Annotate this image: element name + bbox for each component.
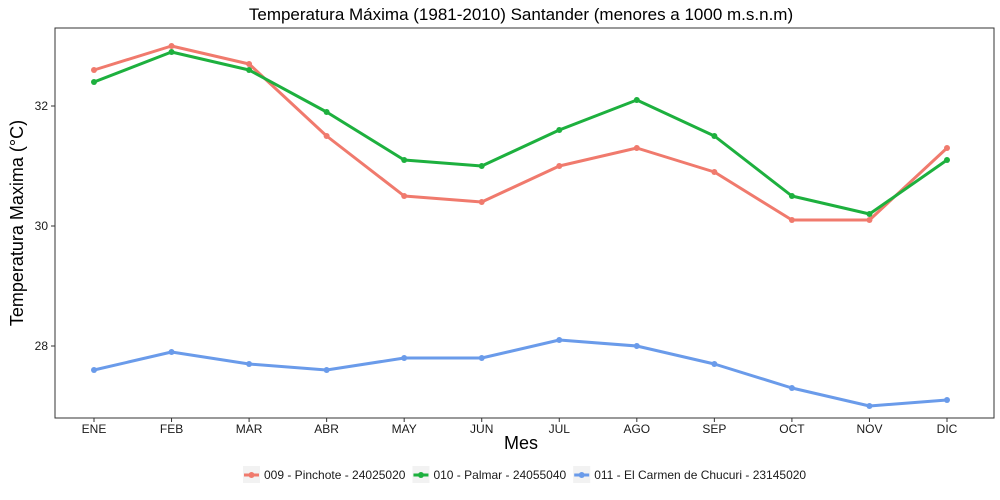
data-point — [91, 67, 97, 73]
data-point — [556, 337, 563, 343]
x-axis: ENE FEB MAR ABR MAY JUN JUL AGO SEP OCT NOV DIC — [82, 418, 958, 436]
data-point — [401, 355, 408, 361]
data-point — [788, 193, 795, 199]
data-point — [711, 361, 718, 367]
data-point — [246, 61, 253, 67]
chart-title: Temperatura Máxima (1981-2010) Santander… — [249, 5, 793, 24]
x-tick-label: ENE — [82, 422, 107, 436]
x-tick-label: ABR — [314, 422, 339, 436]
data-point — [944, 145, 950, 151]
data-point — [168, 49, 175, 55]
data-point — [633, 97, 640, 103]
legend-key-point — [417, 472, 424, 478]
data-point — [91, 79, 97, 85]
data-point — [323, 367, 330, 373]
data-point — [478, 355, 485, 361]
data-point — [556, 127, 563, 133]
legend: 009 - Pinchote - 24025020 010 - Palmar - … — [243, 466, 806, 483]
series-line — [92, 50, 949, 216]
y-axis: 28 30 32 — [35, 99, 55, 353]
series-1 — [91, 43, 950, 223]
series-2 — [91, 49, 950, 217]
plot-panel-border — [54, 27, 995, 419]
x-tick-label: NOV — [856, 422, 882, 436]
data-point — [246, 361, 253, 367]
legend-item-2: 010 - Palmar - 24055040 — [412, 466, 567, 483]
y-tick-label: 32 — [35, 99, 49, 113]
data-point — [633, 145, 640, 151]
series-3 — [91, 337, 950, 409]
x-tick-label: AGO — [623, 422, 650, 436]
data-point — [478, 199, 485, 205]
data-point — [866, 403, 873, 409]
data-point — [168, 43, 175, 49]
data-point — [556, 163, 563, 169]
data-point — [866, 211, 873, 217]
data-point — [323, 109, 330, 115]
x-tick-label: JUL — [549, 422, 571, 436]
legend-item-3: 011 - El Carmen de Chucuri - 23145020 — [573, 466, 806, 483]
legend-key-point — [248, 472, 255, 478]
x-tick-label: FEB — [160, 422, 183, 436]
data-point — [633, 343, 640, 349]
x-axis-title: Mes — [504, 433, 538, 453]
x-tick-label: OCT — [779, 422, 805, 436]
data-point — [788, 385, 795, 391]
series-line — [92, 338, 949, 408]
data-point — [323, 133, 330, 139]
x-tick-label: SEP — [702, 422, 726, 436]
data-point — [91, 367, 97, 373]
y-tick-label: 30 — [35, 219, 49, 233]
data-point — [866, 217, 873, 223]
data-point — [788, 217, 795, 223]
y-axis-title: Temperatura Maxima (°C) — [7, 120, 27, 326]
legend-label: 011 - El Carmen de Chucuri - 23145020 — [594, 468, 806, 482]
series-layer — [91, 43, 950, 409]
data-point — [944, 157, 950, 163]
data-point — [401, 157, 408, 163]
data-point — [711, 133, 718, 139]
data-point — [478, 163, 485, 169]
x-tick-label: DIC — [937, 422, 958, 436]
data-point — [944, 397, 950, 403]
legend-key-point — [578, 472, 585, 478]
x-tick-label: MAR — [236, 422, 263, 436]
legend-label: 010 - Palmar - 24055040 — [433, 468, 566, 482]
series-line — [92, 44, 949, 222]
x-tick-label: JUN — [470, 422, 493, 436]
x-tick-label: MAY — [392, 422, 417, 436]
data-point — [711, 169, 718, 175]
y-tick-label: 28 — [35, 339, 49, 353]
legend-label: 009 - Pinchote - 24025020 — [264, 468, 406, 482]
data-point — [168, 349, 175, 355]
data-point — [246, 67, 253, 73]
legend-item-1: 009 - Pinchote - 24025020 — [243, 466, 406, 483]
data-point — [401, 193, 408, 199]
